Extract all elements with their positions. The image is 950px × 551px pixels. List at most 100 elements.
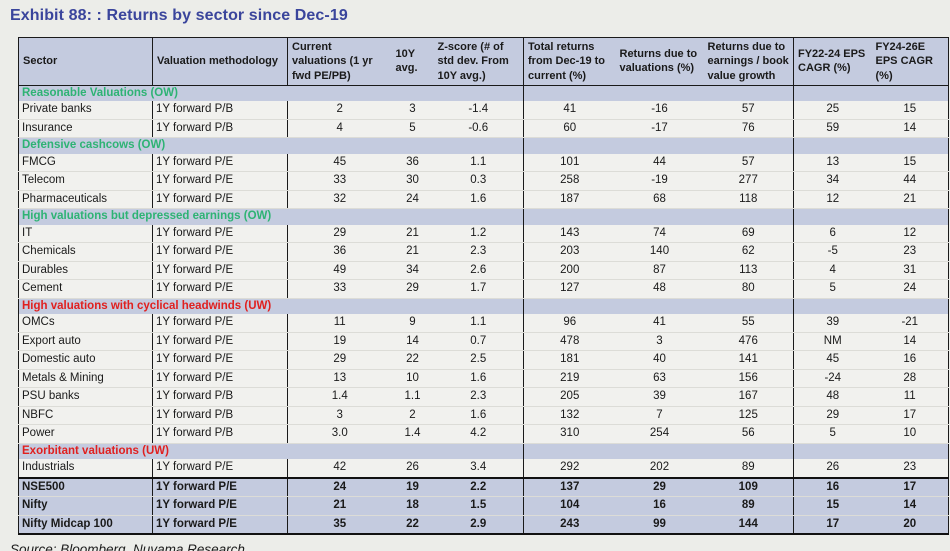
table-row: Durables 1Y forward P/E 49 34 2.6 200 87 113 4 31 xyxy=(18,261,949,281)
value-cell: 5 xyxy=(391,119,434,139)
value-cell: NM xyxy=(793,332,872,352)
value-cell: 60 xyxy=(523,119,616,139)
value-cell: 187 xyxy=(523,190,616,210)
value-cell: 12 xyxy=(793,190,872,210)
value-cell: 14 xyxy=(871,496,949,516)
value-cell: 1.6 xyxy=(433,369,524,389)
methodology-cell: 1Y forward P/E xyxy=(152,459,288,479)
value-cell: 56 xyxy=(703,424,794,444)
value-cell: 219 xyxy=(523,369,616,389)
methodology-cell: 1Y forward P/E xyxy=(152,476,288,498)
value-cell: 1.2 xyxy=(433,224,524,244)
sector-cell: Cement xyxy=(18,279,153,299)
table-row: Telecom 1Y forward P/E 33 30 0.3 258 -19 277 34 4… xyxy=(18,171,949,191)
section-filler xyxy=(793,298,949,315)
section-filler xyxy=(523,298,794,315)
methodology-cell: 1Y forward P/B xyxy=(152,406,288,426)
value-cell: 10 xyxy=(391,369,434,389)
methodology-cell: 1Y forward P/E xyxy=(152,314,288,333)
sector-cell: Pharmaceuticals xyxy=(18,190,153,210)
section-filler xyxy=(523,208,794,225)
value-cell: 48 xyxy=(793,387,872,407)
section-filler xyxy=(793,443,949,460)
table-row: Pharmaceuticals 1Y forward P/E 32 24 1.6 187 6… xyxy=(18,190,949,210)
value-cell: -1.4 xyxy=(433,101,524,120)
value-cell: 26 xyxy=(793,459,872,479)
sector-cell: NBFC xyxy=(18,406,153,426)
exhibit-title: Exhibit 88: : Returns by sector since De… xyxy=(10,7,348,24)
value-cell: 292 xyxy=(523,459,616,479)
section-label: Exorbitant valuations (UW) xyxy=(18,443,524,460)
table-row: Export auto 1Y forward P/E 19 14 0.7 478 3 476 N… xyxy=(18,332,949,352)
value-cell: 15 xyxy=(793,496,872,516)
table-row: OMCs 1Y forward P/E 11 9 1.1 96 41 55 39 -21 xyxy=(18,314,949,333)
value-cell: 19 xyxy=(287,332,392,352)
value-cell: 6 xyxy=(793,224,872,244)
value-cell: 11 xyxy=(287,314,392,333)
value-cell: 3 xyxy=(287,406,392,426)
value-cell: 4 xyxy=(793,261,872,281)
value-cell: 141 xyxy=(703,350,794,370)
value-cell: 11 xyxy=(871,387,949,407)
value-cell: 69 xyxy=(703,224,794,244)
col-header-current-valuations: Current valuations (1 yr fwd PE/PB) xyxy=(287,37,392,86)
value-cell: 2.3 xyxy=(433,242,524,262)
value-cell: 167 xyxy=(703,387,794,407)
value-cell: 254 xyxy=(615,424,704,444)
value-cell: 1.4 xyxy=(287,387,392,407)
sector-cell: Power xyxy=(18,424,153,444)
value-cell: 104 xyxy=(523,496,616,516)
value-cell: 2.9 xyxy=(433,515,524,536)
section-filler xyxy=(793,208,949,225)
value-cell: 118 xyxy=(703,190,794,210)
table-row: Private banks 1Y forward P/B 2 3 -1.4 41 -16 57… xyxy=(18,101,949,120)
value-cell: 9 xyxy=(391,314,434,333)
value-cell: 12 xyxy=(871,224,949,244)
table-row: Cement 1Y forward P/E 33 29 1.7 127 48 80 5 24 xyxy=(18,279,949,299)
methodology-cell: 1Y forward P/E xyxy=(152,153,288,173)
section-label: Reasonable Valuations (OW) xyxy=(18,85,524,102)
value-cell: 17 xyxy=(871,476,949,498)
value-cell: 99 xyxy=(615,515,704,536)
table-row: Power 1Y forward P/B 3.0 1.4 4.2 310 254 56 5 10 xyxy=(18,424,949,444)
value-cell: 3.4 xyxy=(433,459,524,479)
value-cell: 310 xyxy=(523,424,616,444)
value-cell: 7 xyxy=(615,406,704,426)
value-cell: 89 xyxy=(703,496,794,516)
value-cell: 28 xyxy=(871,369,949,389)
section-row: Reasonable Valuations (OW) xyxy=(18,85,949,102)
value-cell: 24 xyxy=(391,190,434,210)
value-cell: 20 xyxy=(871,515,949,536)
methodology-cell: 1Y forward P/E xyxy=(152,171,288,191)
value-cell: 87 xyxy=(615,261,704,281)
sector-cell: FMCG xyxy=(18,153,153,173)
value-cell: 33 xyxy=(287,279,392,299)
value-cell: 137 xyxy=(523,476,616,498)
value-cell: 49 xyxy=(287,261,392,281)
value-cell: -5 xyxy=(793,242,872,262)
table-row: FMCG 1Y forward P/E 45 36 1.1 101 44 57 13 15 xyxy=(18,153,949,173)
value-cell: 24 xyxy=(287,476,392,498)
value-cell: 3 xyxy=(391,101,434,120)
sector-cell: Private banks xyxy=(18,101,153,120)
index-row: Nifty 1Y forward P/E 21 18 1.5 104 16 89 15 14 xyxy=(18,496,949,516)
table-row: IT 1Y forward P/E 29 21 1.2 143 74 69 6 12 xyxy=(18,224,949,244)
section-filler xyxy=(523,137,794,154)
value-cell: 80 xyxy=(703,279,794,299)
value-cell: 29 xyxy=(615,476,704,498)
methodology-cell: 1Y forward P/E xyxy=(152,224,288,244)
value-cell: 39 xyxy=(615,387,704,407)
table-row: Metals & Mining 1Y forward P/E 13 10 1.6 219 6… xyxy=(18,369,949,389)
value-cell: 109 xyxy=(703,476,794,498)
sector-cell: NSE500 xyxy=(18,476,153,498)
value-cell: -21 xyxy=(871,314,949,333)
value-cell: 2.5 xyxy=(433,350,524,370)
value-cell: 277 xyxy=(703,171,794,191)
value-cell: 132 xyxy=(523,406,616,426)
value-cell: 57 xyxy=(703,153,794,173)
col-header-returns-valuations: Returns due to valuations (%) xyxy=(615,37,704,86)
sector-cell: Metals & Mining xyxy=(18,369,153,389)
value-cell: -24 xyxy=(793,369,872,389)
value-cell: 1.1 xyxy=(433,314,524,333)
col-header-sector: Sector xyxy=(18,37,153,86)
